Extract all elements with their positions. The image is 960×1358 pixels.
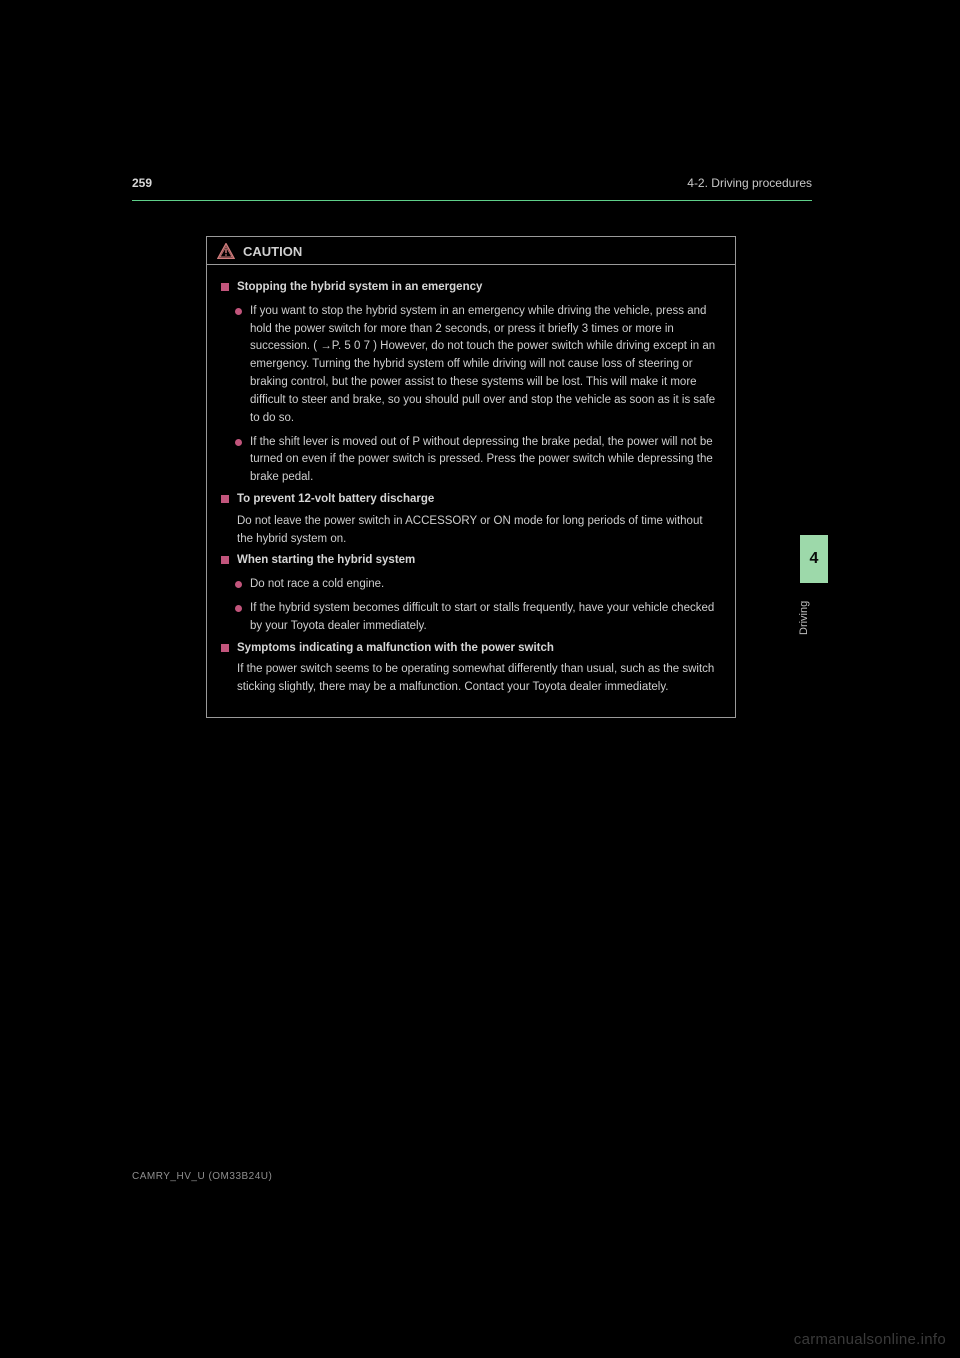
chapter-tab: 4 xyxy=(800,535,828,583)
bullet-dot-icon xyxy=(235,308,242,315)
section-square-icon xyxy=(221,556,229,564)
caution-section-title-text: To prevent 12-volt battery discharge xyxy=(237,491,434,509)
chapter-tab-number: 4 xyxy=(810,550,819,568)
caution-header: CAUTION xyxy=(207,237,735,265)
bullet-dot-icon xyxy=(235,581,242,588)
caution-box: CAUTION Stopping the hybrid system in an… xyxy=(206,236,736,718)
section-square-icon xyxy=(221,283,229,291)
bullet-dot-icon xyxy=(235,439,242,446)
caution-section-title: Stopping the hybrid system in an emergen… xyxy=(221,279,721,297)
caution-bullet-text: If the hybrid system becomes difficult t… xyxy=(250,600,721,636)
section-square-icon xyxy=(221,495,229,503)
caution-section-title: Symptoms indicating a malfunction with t… xyxy=(221,640,721,658)
caution-heading-label: CAUTION xyxy=(243,244,302,259)
caution-section-title-text: When starting the hybrid system xyxy=(237,552,415,570)
header-rule xyxy=(132,200,812,201)
caution-bullet-text: If the shift lever is moved out of P wit… xyxy=(250,434,721,487)
caution-bullet-text: Do not race a cold engine. xyxy=(250,576,721,594)
caution-section-title-text: Symptoms indicating a malfunction with t… xyxy=(237,640,554,658)
caution-paragraph: Do not leave the power switch in ACCESSO… xyxy=(237,513,721,549)
page-header: 259 4-2. Driving procedures xyxy=(132,176,812,190)
page-number: 259 xyxy=(132,176,152,190)
caution-body: Stopping the hybrid system in an emergen… xyxy=(207,265,735,717)
warning-triangle-icon xyxy=(217,243,235,259)
caution-section-title-text: Stopping the hybrid system in an emergen… xyxy=(237,279,482,297)
footer-code: CAMRY_HV_U (OM33B24U) xyxy=(132,1171,272,1182)
caution-bullet: Do not race a cold engine. xyxy=(235,576,721,594)
caution-section-title: To prevent 12-volt battery discharge xyxy=(221,491,721,509)
caution-bullet: If the shift lever is moved out of P wit… xyxy=(235,434,721,487)
caution-bullet-text: If you want to stop the hybrid system in… xyxy=(250,303,721,428)
caution-paragraph: If the power switch seems to be operatin… xyxy=(237,661,721,697)
caution-bullet: If you want to stop the hybrid system in… xyxy=(235,303,721,428)
chapter-tab-label: Driving xyxy=(798,588,834,648)
watermark: carmanualsonline.info xyxy=(794,1331,946,1348)
caution-bullet: If the hybrid system becomes difficult t… xyxy=(235,600,721,636)
section-path: 4-2. Driving procedures xyxy=(687,176,812,190)
bullet-dot-icon xyxy=(235,605,242,612)
section-square-icon xyxy=(221,644,229,652)
page-content: 259 4-2. Driving procedures xyxy=(132,176,812,213)
caution-section-title: When starting the hybrid system xyxy=(221,552,721,570)
